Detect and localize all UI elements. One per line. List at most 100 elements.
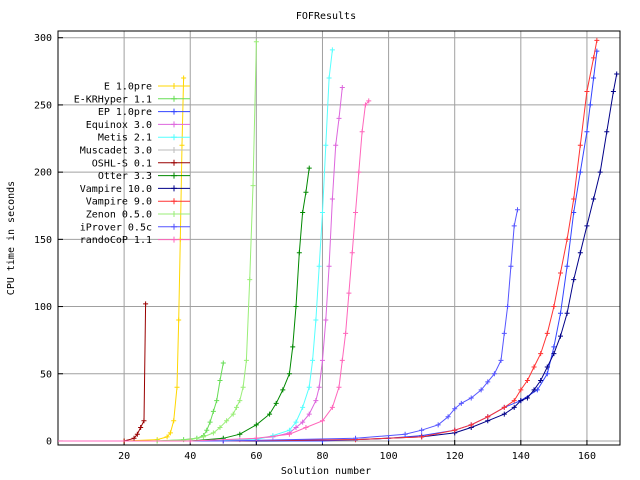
data-point-vampire-9-0 bbox=[571, 196, 577, 202]
data-point-oshl-s-0-1 bbox=[138, 425, 144, 431]
data-point-oshl-s-0-1 bbox=[141, 418, 147, 424]
data-point-vampire-10-0 bbox=[584, 223, 590, 229]
data-point-randocop-1-1 bbox=[343, 330, 349, 336]
data-point-vampire-9-0 bbox=[485, 414, 491, 420]
data-point-vampire-9-0 bbox=[591, 55, 597, 61]
legend-label-randocop-1-1: randoCoP 1.1 bbox=[80, 235, 152, 246]
x-tick-label: 60 bbox=[250, 451, 262, 462]
data-point-e-1-0pre bbox=[176, 317, 182, 323]
data-point-ep-1-0pre bbox=[551, 344, 557, 350]
legend-marker-e-krhyper-1-1 bbox=[171, 95, 177, 102]
legend-marker-muscadet-3-0 bbox=[171, 147, 177, 153]
data-point-ep-1-0pre bbox=[591, 75, 597, 81]
data-point-equinox-3-0 bbox=[316, 384, 322, 390]
data-point-randocop-1-1 bbox=[356, 169, 362, 175]
data-point-iprover-0-5c bbox=[353, 435, 359, 441]
data-point-iprover-0-5c bbox=[478, 387, 484, 393]
series-line-oshl-s-0-1 bbox=[58, 303, 147, 442]
data-point-otter-3-3 bbox=[306, 165, 312, 171]
data-point-vampire-9-0 bbox=[468, 422, 474, 428]
x-tick-label: 80 bbox=[316, 451, 328, 462]
y-tick-label: 50 bbox=[40, 369, 52, 380]
data-point-oshl-s-0-1 bbox=[134, 431, 140, 437]
data-point-otter-3-3 bbox=[300, 209, 306, 215]
data-point-otter-3-3 bbox=[293, 304, 299, 310]
data-point-equinox-3-0 bbox=[313, 398, 319, 404]
data-point-equinox-3-0 bbox=[339, 84, 345, 90]
legend-label-e-krhyper-1-1: E-KRHyper 1.1 bbox=[74, 94, 152, 105]
data-point-metis-2-1 bbox=[306, 384, 312, 390]
data-point-vampire-10-0 bbox=[544, 364, 550, 370]
data-point-vampire-10-0 bbox=[518, 398, 524, 404]
data-point-iprover-0-5c bbox=[508, 263, 514, 269]
data-point-vampire-10-0 bbox=[531, 387, 537, 393]
data-point-vampire-9-0 bbox=[531, 364, 537, 370]
legend-label-metis-2-1: Metis 2.1 bbox=[98, 133, 152, 144]
data-point-zenon-0-5-0 bbox=[237, 398, 243, 404]
data-point-otter-3-3 bbox=[273, 400, 279, 406]
data-point-zenon-0-5-0 bbox=[234, 404, 240, 410]
data-point-equinox-3-0 bbox=[329, 196, 335, 202]
data-point-vampire-10-0 bbox=[501, 411, 507, 417]
data-point-e-krhyper-1-1 bbox=[214, 398, 220, 404]
data-point-vampire-10-0 bbox=[538, 377, 544, 383]
data-point-zenon-0-5-0 bbox=[230, 411, 236, 417]
data-point-otter-3-3 bbox=[296, 250, 302, 256]
data-point-iprover-0-5c bbox=[452, 406, 458, 412]
data-point-equinox-3-0 bbox=[306, 411, 312, 417]
data-point-randocop-1-1 bbox=[336, 384, 342, 390]
legend-label-otter-3-3: Otter 3.3 bbox=[98, 171, 152, 182]
data-point-ep-1-0pre bbox=[557, 310, 563, 316]
data-point-zenon-0-5-0 bbox=[200, 434, 206, 440]
data-point-vampire-9-0 bbox=[544, 330, 550, 336]
data-point-otter-3-3 bbox=[267, 411, 273, 417]
data-point-zenon-0-5-0 bbox=[210, 430, 216, 436]
x-axis-label: Solution number bbox=[281, 466, 371, 477]
y-axis-label: CPU time in seconds bbox=[6, 181, 17, 295]
data-point-randocop-1-1 bbox=[339, 357, 345, 363]
data-point-ep-1-0pre bbox=[587, 102, 593, 108]
data-point-vampire-10-0 bbox=[524, 395, 530, 401]
legend-label-muscadet-3-0: Muscadet 3.0 bbox=[80, 146, 152, 157]
legend-marker-equinox-3-0 bbox=[171, 121, 177, 128]
data-point-zenon-0-5-0 bbox=[253, 39, 259, 45]
data-point-e-1-0pre bbox=[174, 384, 180, 390]
data-point-metis-2-1 bbox=[310, 357, 316, 363]
data-point-e-1-0pre bbox=[167, 430, 173, 436]
data-point-e-krhyper-1-1 bbox=[204, 427, 210, 433]
data-point-iprover-0-5c bbox=[445, 414, 451, 420]
data-point-e-1-0pre bbox=[181, 75, 187, 81]
data-point-vampire-10-0 bbox=[511, 404, 517, 410]
data-point-randocop-1-1 bbox=[366, 98, 372, 104]
data-point-ep-1-0pre bbox=[577, 169, 583, 175]
legend-marker-otter-3-3 bbox=[171, 172, 177, 179]
data-point-vampire-10-0 bbox=[604, 129, 610, 135]
plot-frame bbox=[57, 30, 621, 446]
legend-marker-iprover-0-5c bbox=[171, 223, 177, 230]
data-point-vampire-9-0 bbox=[419, 434, 425, 440]
data-point-metis-2-1 bbox=[316, 263, 322, 269]
legend-label-e-1-0pre: E 1.0pre bbox=[104, 82, 152, 93]
data-point-oshl-s-0-1 bbox=[143, 301, 149, 307]
data-point-zenon-0-5-0 bbox=[243, 357, 249, 363]
data-point-vampire-9-0 bbox=[584, 88, 590, 94]
data-point-iprover-0-5c bbox=[501, 330, 507, 336]
y-tick-label: 150 bbox=[34, 235, 52, 246]
data-point-equinox-3-0 bbox=[326, 263, 332, 269]
data-point-vampire-9-0 bbox=[501, 404, 507, 410]
legend-marker-vampire-9-0 bbox=[171, 198, 177, 205]
data-point-vampire-9-0 bbox=[452, 427, 458, 433]
data-point-e-1-0pre bbox=[164, 434, 170, 440]
x-tick-label: 120 bbox=[446, 451, 464, 462]
data-point-randocop-1-1 bbox=[187, 438, 193, 444]
y-tick-label: 300 bbox=[34, 33, 52, 44]
legend-label-zenon-0-5-0: Zenon 0.5.0 bbox=[86, 210, 152, 221]
data-point-metis-2-1 bbox=[323, 142, 329, 148]
data-point-randocop-1-1 bbox=[286, 431, 292, 437]
data-point-vampire-9-0 bbox=[577, 142, 583, 148]
series-line-vampire-9-0 bbox=[58, 40, 598, 442]
data-point-metis-2-1 bbox=[326, 75, 332, 81]
data-point-zenon-0-5-0 bbox=[224, 418, 230, 424]
data-point-equinox-3-0 bbox=[300, 419, 306, 425]
x-tick-label: 20 bbox=[118, 451, 130, 462]
